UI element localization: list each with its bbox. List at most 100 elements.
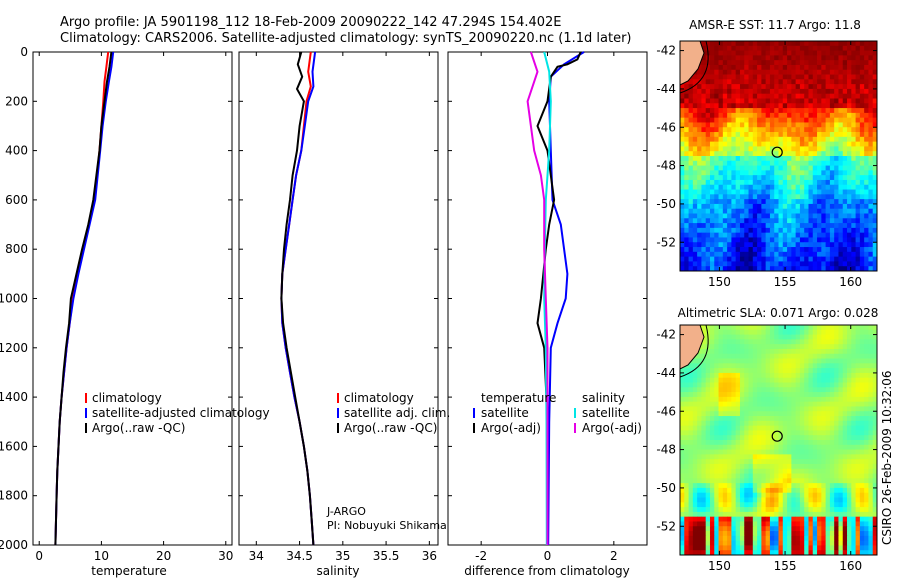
map-cell: [705, 526, 711, 532]
map-cell: [795, 521, 801, 527]
map-cell: [842, 531, 848, 537]
map-cell: [684, 156, 689, 162]
map-cell: [735, 170, 741, 176]
map-cell: [842, 444, 848, 450]
map-cell: [757, 141, 762, 147]
map-cell: [855, 507, 861, 513]
map-cell: [804, 516, 809, 522]
map-cell: [757, 334, 762, 340]
map-cell: [855, 526, 861, 532]
map-cell: [680, 175, 685, 181]
map-cell: [680, 396, 685, 403]
map-cell: [821, 146, 827, 152]
legend-label-argo: Argo(..raw -QC): [92, 421, 185, 435]
map-cell: [705, 406, 711, 412]
map-cell: [757, 459, 762, 465]
map-cell: [791, 141, 797, 147]
map-cell: [752, 535, 758, 542]
map-cell: [709, 213, 715, 219]
map-cell: [722, 363, 728, 369]
map-cell: [834, 353, 839, 359]
map-cell: [748, 213, 754, 219]
map-cell: [718, 251, 724, 258]
map-cell: [774, 175, 779, 181]
map-cell: [692, 444, 698, 450]
map-cell: [855, 487, 861, 494]
map-cell: [859, 502, 865, 508]
map-cell: [804, 459, 809, 465]
map-cell: [812, 60, 818, 66]
map-cell: [868, 392, 874, 398]
map-cell: [812, 406, 818, 412]
map-cell: [769, 170, 775, 176]
map-cell: [808, 117, 814, 123]
map-cell: [847, 189, 852, 195]
map-cell: [817, 540, 822, 546]
map-cell: [722, 223, 728, 229]
map-cell: [680, 492, 685, 498]
map-cell: [684, 127, 689, 133]
map-cell: [817, 45, 822, 51]
map-cell: [825, 223, 831, 229]
map-cell: [787, 449, 792, 455]
map-cell: [855, 521, 861, 527]
map-cell: [842, 160, 848, 166]
map-cell: [701, 93, 707, 99]
map-cell: [769, 242, 775, 248]
map-cell: [842, 45, 848, 51]
map-cell: [817, 199, 822, 205]
map-cell: [804, 325, 809, 331]
map-cell: [782, 368, 788, 374]
map-cell: [709, 227, 715, 234]
map-cell: [688, 208, 694, 214]
map-cell: [842, 454, 848, 460]
series-line-climatology: [54, 51, 110, 546]
map-cell: [838, 435, 844, 441]
map-cell: [705, 184, 711, 190]
map-cell: [799, 141, 805, 147]
map-cell: [722, 256, 728, 262]
map-cell: [812, 251, 818, 258]
map-cell: [688, 117, 694, 123]
map-cell: [782, 545, 788, 551]
map-cell: [688, 194, 694, 200]
map-cell: [821, 459, 827, 465]
map-cell: [692, 247, 698, 253]
map-cell: [795, 251, 801, 258]
map-cell: [782, 382, 788, 388]
map-cell: [731, 473, 737, 479]
map-cell: [804, 334, 809, 340]
map-cell: [778, 84, 784, 90]
map-cell: [680, 411, 685, 417]
map-cell: [709, 531, 715, 537]
map-cell: [761, 435, 767, 441]
map-cell: [838, 444, 844, 450]
map-cell: [855, 430, 861, 436]
map-cell: [714, 136, 719, 143]
map-cell: [851, 454, 856, 460]
coastline-contour: [679, 40, 709, 94]
map-cell: [799, 237, 805, 243]
map-cell: [769, 521, 775, 527]
map-cell: [842, 98, 848, 104]
map-cell: [684, 98, 689, 104]
map-cell: [851, 132, 856, 138]
map-cell: [868, 194, 874, 200]
map-cell: [752, 45, 758, 51]
map-cell: [744, 358, 749, 364]
map-cell: [684, 526, 689, 532]
map-cell: [791, 50, 797, 56]
map-cell: [834, 545, 839, 551]
map-cell: [812, 223, 818, 229]
map-cell: [761, 213, 767, 219]
map-cell: [868, 468, 874, 474]
map-cell: [812, 492, 818, 498]
map-cell: [727, 329, 732, 335]
map-cell: [774, 329, 779, 335]
map-cell: [709, 502, 715, 508]
map-cell: [735, 60, 741, 66]
map-cell: [799, 132, 805, 138]
map-cell: [847, 64, 852, 71]
map-cell: [825, 463, 831, 470]
map-cell: [731, 199, 737, 205]
